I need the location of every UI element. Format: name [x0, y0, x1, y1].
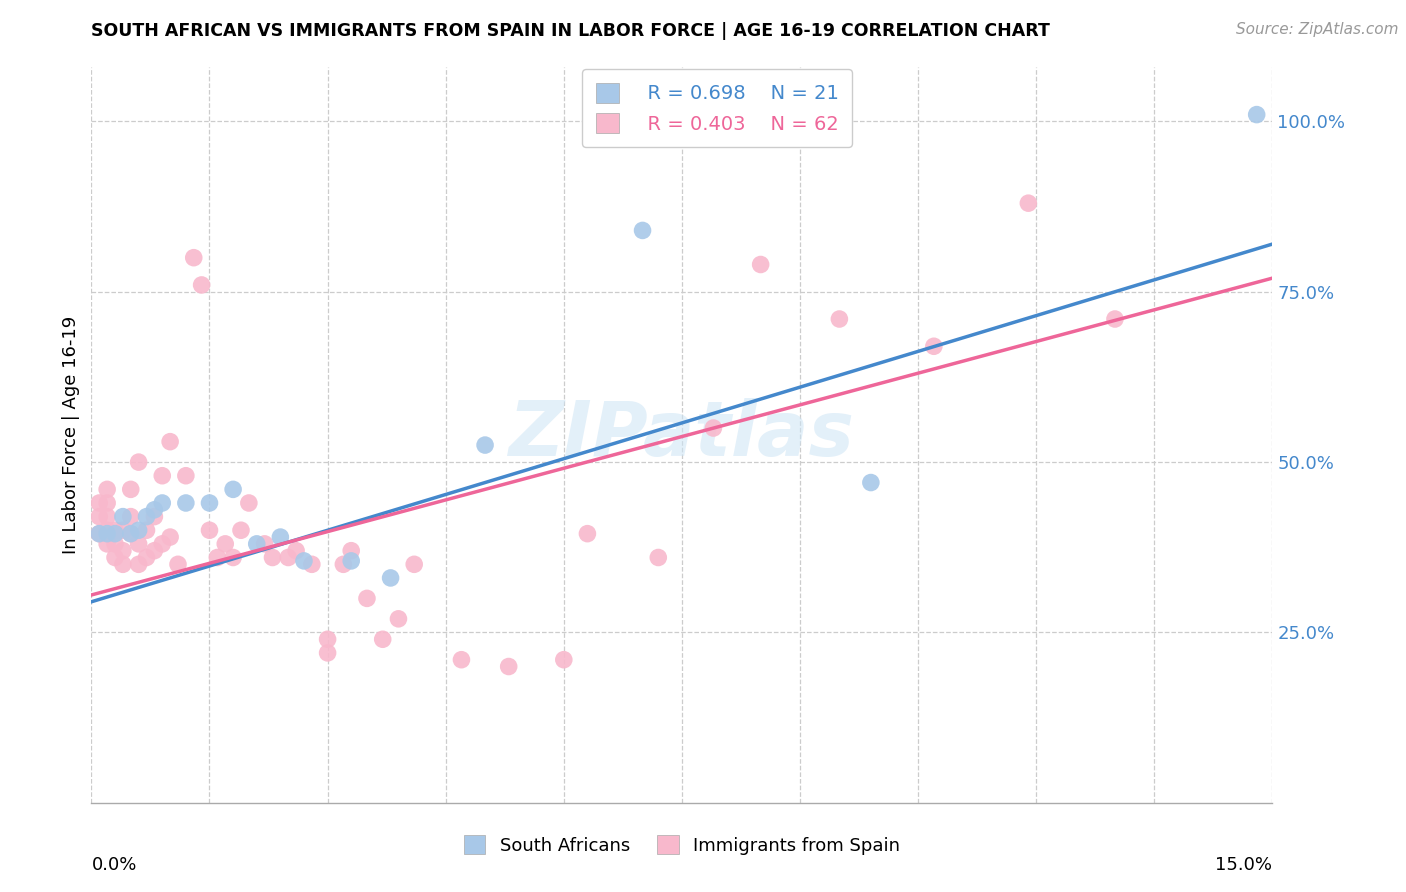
- Point: [128, 558, 150, 572]
- Point: [222, 483, 245, 497]
- Point: [128, 523, 150, 537]
- Point: [174, 496, 197, 510]
- Point: [631, 223, 654, 237]
- Point: [135, 550, 157, 565]
- Point: [387, 612, 409, 626]
- Point: [143, 543, 166, 558]
- Point: [828, 312, 851, 326]
- Point: [89, 526, 111, 541]
- Point: [150, 496, 173, 510]
- Point: [104, 526, 127, 541]
- Point: [292, 554, 315, 568]
- Text: SOUTH AFRICAN VS IMMIGRANTS FROM SPAIN IN LABOR FORCE | AGE 16-19 CORRELATION CH: SOUTH AFRICAN VS IMMIGRANTS FROM SPAIN I…: [91, 22, 1050, 40]
- Point: [104, 523, 127, 537]
- Point: [285, 543, 308, 558]
- Point: [167, 558, 190, 572]
- Point: [253, 537, 276, 551]
- Point: [128, 455, 150, 469]
- Point: [229, 523, 252, 537]
- Point: [143, 509, 166, 524]
- Point: [150, 468, 173, 483]
- Point: [111, 509, 134, 524]
- Point: [159, 434, 181, 449]
- Point: [340, 554, 363, 568]
- Point: [120, 526, 142, 541]
- Point: [111, 523, 134, 537]
- Point: [749, 258, 772, 272]
- Point: [277, 550, 299, 565]
- Point: [238, 496, 260, 510]
- Point: [96, 483, 118, 497]
- Point: [198, 523, 221, 537]
- Point: [450, 653, 472, 667]
- Point: [246, 537, 269, 551]
- Point: [89, 526, 111, 541]
- Point: [135, 509, 157, 524]
- Point: [104, 537, 127, 551]
- Point: [135, 523, 157, 537]
- Point: [356, 591, 378, 606]
- Point: [174, 468, 197, 483]
- Point: [96, 523, 118, 537]
- Point: [89, 509, 111, 524]
- Point: [89, 496, 111, 510]
- Point: [474, 438, 496, 452]
- Point: [922, 339, 945, 353]
- Point: [316, 646, 339, 660]
- Point: [150, 537, 173, 551]
- Point: [120, 526, 142, 541]
- Text: Source: ZipAtlas.com: Source: ZipAtlas.com: [1236, 22, 1399, 37]
- Point: [262, 550, 284, 565]
- Point: [380, 571, 402, 585]
- Legend: South Africans, Immigrants from Spain: South Africans, Immigrants from Spain: [454, 826, 910, 863]
- Text: 0.0%: 0.0%: [91, 855, 136, 873]
- Point: [702, 421, 724, 435]
- Point: [96, 526, 118, 541]
- Point: [301, 558, 323, 572]
- Point: [120, 509, 142, 524]
- Text: 15.0%: 15.0%: [1215, 855, 1272, 873]
- Point: [159, 530, 181, 544]
- Point: [576, 526, 599, 541]
- Point: [96, 537, 118, 551]
- Point: [190, 277, 212, 292]
- Point: [1246, 107, 1268, 121]
- Point: [404, 558, 426, 572]
- Point: [96, 496, 118, 510]
- Point: [96, 509, 118, 524]
- Point: [183, 251, 205, 265]
- Point: [207, 550, 229, 565]
- Point: [111, 558, 134, 572]
- Point: [269, 530, 291, 544]
- Point: [222, 550, 245, 565]
- Point: [128, 537, 150, 551]
- Point: [859, 475, 882, 490]
- Point: [143, 503, 166, 517]
- Point: [104, 550, 127, 565]
- Point: [1104, 312, 1126, 326]
- Point: [316, 632, 339, 647]
- Point: [332, 558, 354, 572]
- Point: [111, 543, 134, 558]
- Point: [340, 543, 363, 558]
- Point: [1017, 196, 1039, 211]
- Point: [371, 632, 394, 647]
- Point: [498, 659, 520, 673]
- Point: [120, 483, 142, 497]
- Y-axis label: In Labor Force | Age 16-19: In Labor Force | Age 16-19: [62, 316, 80, 554]
- Point: [647, 550, 669, 565]
- Point: [198, 496, 221, 510]
- Text: ZIPatlas: ZIPatlas: [509, 398, 855, 472]
- Point: [553, 653, 575, 667]
- Point: [214, 537, 236, 551]
